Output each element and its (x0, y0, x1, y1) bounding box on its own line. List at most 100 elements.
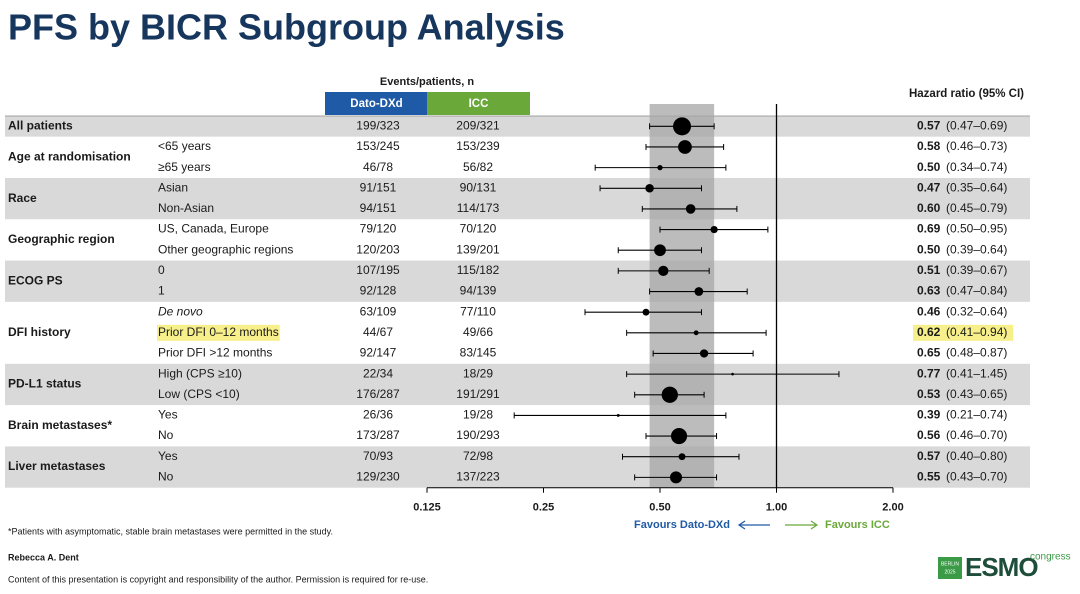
logo: BERLIN 2025 ESMO congress (938, 552, 1071, 582)
arrow-right (785, 520, 819, 530)
category-label: 0 (158, 263, 165, 277)
hr-header: Hazard ratio (95% CI) (909, 88, 1024, 100)
events: 94/151 (360, 201, 397, 215)
group-band (5, 116, 1030, 137)
favours-right: Favours ICC (825, 519, 890, 531)
x-tick-label: 1.00 (766, 502, 787, 514)
hr-ci: (0.34–0.74) (946, 160, 1007, 174)
hr-ci: (0.41–0.94) (946, 325, 1007, 339)
hr-marker (669, 471, 683, 484)
events: 94/139 (460, 284, 497, 298)
category-label: No (158, 428, 174, 442)
group-label: DFI history (8, 325, 71, 339)
hr-value: 0.47 (917, 180, 941, 194)
arm-header: Dato-DXd (350, 98, 402, 110)
hr-value: 0.62 (917, 325, 941, 339)
hr-marker (678, 140, 692, 154)
logo-year: 2025 (944, 569, 955, 575)
group-band (5, 177, 1030, 220)
events: 191/291 (456, 387, 500, 401)
hr-marker (657, 165, 663, 171)
hr-value: 0.39 (917, 408, 941, 422)
title: PFS by BICR Subgroup Analysis (8, 7, 565, 48)
category-label: ≥65 years (158, 160, 211, 174)
events: 129/230 (356, 470, 400, 484)
hr-ci: (0.41–1.45) (946, 366, 1007, 380)
events: 83/145 (460, 346, 497, 360)
group-band (5, 260, 1030, 302)
hr-value: 0.51 (917, 263, 941, 277)
hr-marker (642, 308, 650, 316)
hr-marker (699, 349, 709, 358)
hr-value: 0.57 (917, 449, 941, 463)
hr-marker (685, 204, 696, 214)
logo-city: BERLIN (941, 561, 959, 567)
events: 77/110 (460, 304, 496, 318)
group-label: Geographic region (8, 232, 115, 246)
logo-suffix: congress (1030, 552, 1071, 563)
events: 79/120 (360, 222, 397, 236)
events: 46/78 (363, 160, 393, 174)
hr-marker (645, 184, 654, 193)
hr-value: 0.58 (917, 139, 941, 153)
category-label: No (158, 470, 174, 484)
hr-ci: (0.40–0.80) (946, 449, 1007, 463)
events: 190/293 (456, 428, 500, 442)
hr-ci: (0.32–0.64) (946, 304, 1007, 318)
group-band (5, 446, 1030, 488)
hr-marker (694, 287, 704, 296)
hr-ci: (0.39–0.64) (946, 242, 1007, 256)
footnote: *Patients with asymptomatic, stable brai… (8, 526, 333, 536)
hr-ci: (0.21–0.74) (946, 408, 1007, 422)
category-label: US, Canada, Europe (158, 222, 269, 236)
hr-ci: (0.47–0.69) (946, 118, 1007, 132)
hr-value: 0.60 (917, 201, 941, 215)
hr-ci: (0.39–0.67) (946, 263, 1007, 277)
hr-marker (731, 372, 734, 376)
x-tick-label: 0.50 (649, 502, 670, 514)
category-label: Asian (158, 180, 188, 194)
category-label: De novo (158, 304, 203, 318)
events: 199/323 (356, 118, 400, 132)
group-label: ECOG PS (8, 273, 63, 287)
events: 70/120 (460, 222, 497, 236)
hr-value: 0.50 (917, 160, 941, 174)
hr-value: 0.50 (917, 242, 941, 256)
category-label: Other geographic regions (158, 242, 293, 256)
events: 56/82 (463, 160, 493, 174)
hr-value: 0.77 (917, 366, 941, 380)
hr-value: 0.63 (917, 284, 941, 298)
highlight (157, 324, 280, 341)
events: 70/93 (363, 449, 393, 463)
hr-marker (661, 386, 678, 403)
hr-marker (670, 428, 688, 445)
events: 19/28 (463, 408, 493, 422)
arm-header: ICC (469, 98, 489, 110)
events: 153/245 (356, 139, 400, 153)
events: 209/321 (456, 118, 500, 132)
hr-value: 0.65 (917, 346, 941, 360)
logo-name: ESMO (965, 552, 1038, 582)
group-label: Race (8, 191, 37, 205)
copyright: Content of this presentation is copyrigh… (8, 574, 428, 584)
hr-ci: (0.35–0.64) (946, 180, 1007, 194)
author: Rebecca A. Dent (8, 552, 79, 562)
group-label: All patients (8, 118, 73, 132)
forest-plot: Dato-DXd ICC 0.125 0.25 0.50 1.00 2.00 Favours … (5, 92, 1030, 531)
x-tick-label: 2.00 (882, 502, 903, 514)
events: 115/182 (457, 263, 500, 277)
hr-ci: (0.50–0.95) (946, 222, 1007, 236)
favours-left: Favours Dato-DXd (634, 519, 730, 531)
hr-value: 0.57 (917, 118, 941, 132)
hr-ci: (0.47–0.84) (946, 284, 1007, 298)
hr-ci: (0.46–0.70) (946, 428, 1007, 442)
category-label: Prior DFI >12 months (158, 346, 272, 360)
events: 63/109 (360, 304, 397, 318)
hr-ci: (0.43–0.70) (946, 470, 1007, 484)
hr-value: 0.56 (917, 428, 941, 442)
category-label: <65 years (158, 139, 211, 153)
arrow-left (737, 520, 770, 530)
hr-marker (673, 117, 692, 136)
events: 26/36 (363, 408, 393, 422)
events: 173/287 (356, 428, 400, 442)
